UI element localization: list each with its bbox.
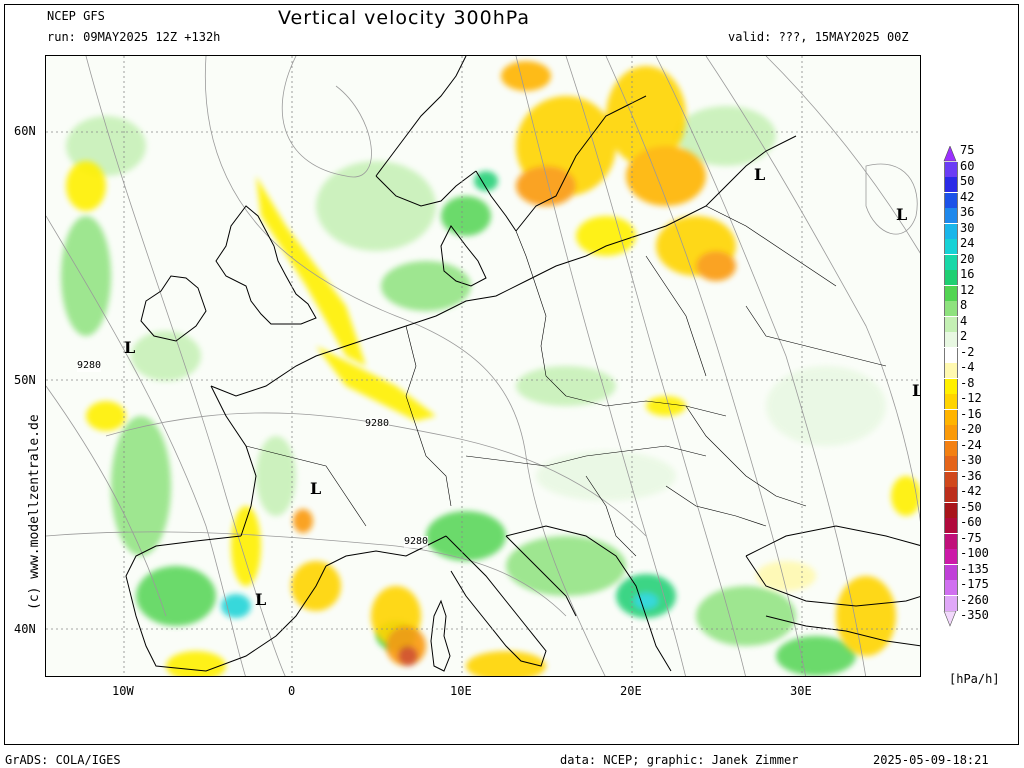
colorbar-swatch — [944, 394, 958, 409]
colorbar-label: -20 — [960, 422, 982, 436]
colorbar-swatch — [944, 239, 958, 254]
low-marker: L — [896, 205, 908, 224]
watermark: (c) www.modellzentrale.de — [27, 414, 42, 610]
colorbar-label: -24 — [960, 437, 982, 452]
colorbar-swatch — [944, 595, 958, 611]
low-marker: L — [255, 590, 267, 609]
colorbar-swatch — [944, 487, 958, 502]
low-marker: L — [754, 165, 766, 184]
colorbar-swatch — [944, 471, 958, 487]
lat-label-60n: 60N — [14, 124, 36, 138]
colorbar-label: 42 — [960, 189, 975, 204]
graticule — [46, 56, 920, 676]
footer-timestamp: 2025-05-09-18:21 — [873, 753, 989, 767]
colorbar-swatch — [944, 208, 958, 223]
low-marker: L — [124, 338, 136, 357]
colorbar-swatch — [944, 254, 958, 270]
colorbar-unit: [hPa/h] — [949, 672, 1000, 686]
colorbar-swatch — [944, 270, 958, 285]
colorbar-swatch — [944, 223, 958, 239]
colorbar-label: 75 — [960, 143, 975, 157]
colorbar-swatch — [944, 564, 958, 580]
weather-map: L L L L L L 9280 9280 9280 — [45, 55, 921, 677]
colorbar-label: 8 — [960, 298, 968, 312]
colorbar-label: 30 — [960, 220, 975, 235]
colorbar-label: -175 — [960, 577, 989, 591]
colorbar-label: -135 — [960, 561, 989, 576]
colorbar-label: -12 — [960, 391, 982, 405]
lon-label-20e: 20E — [620, 684, 642, 698]
colorbar-swatch — [944, 533, 958, 549]
colorbar-label: -8 — [960, 375, 975, 390]
low-marker: L — [912, 382, 920, 400]
colorbar-swatch — [944, 285, 958, 301]
footer-software: GrADS: COLA/IGES — [5, 753, 121, 767]
colorbar-swatch — [944, 301, 958, 316]
colorbar-swatch — [944, 549, 958, 564]
colorbar-label: 20 — [960, 251, 975, 266]
colorbar-label: -42 — [960, 484, 982, 498]
colorbar-label: 16 — [960, 267, 975, 281]
lat-label-40n: 40N — [14, 622, 36, 636]
contour-label: 9280 — [77, 360, 102, 372]
colorbar-swatch — [944, 518, 958, 533]
lon-label-30e: 30E — [790, 684, 812, 698]
descent-areas — [66, 61, 920, 676]
chart-title: Vertical velocity 300hPa — [278, 7, 531, 29]
valid-time: valid: ???, 15MAY2025 00Z — [728, 30, 909, 44]
footer-credit: data: NCEP; graphic: Janek Zimmer — [560, 753, 799, 767]
colorbar-label: -260 — [960, 592, 989, 607]
colorbar-swatch — [944, 177, 958, 192]
colorbar-swatch — [944, 409, 958, 425]
colorbar-swatch — [944, 161, 958, 177]
colorbar-label: 36 — [960, 205, 975, 219]
plot-frame — [4, 4, 1019, 745]
colorbar-swatch — [944, 378, 958, 394]
colorbar-label: 60 — [960, 158, 975, 173]
colorbar-label: 2 — [960, 329, 968, 343]
colorbar-label: -30 — [960, 453, 982, 467]
colorbar-swatch — [944, 347, 958, 363]
ascent-areas — [61, 106, 886, 676]
colorbar-swatch — [944, 502, 958, 518]
colorbar-swatch — [944, 363, 958, 378]
contour-label: 9280 — [365, 418, 390, 430]
coastlines — [125, 56, 920, 672]
colorbar-swatch — [944, 440, 958, 456]
lon-label-10w: 10W — [112, 684, 134, 698]
colorbar-swatch — [944, 580, 958, 595]
colorbar-label: 12 — [960, 282, 975, 297]
map-field — [46, 56, 920, 676]
model-name: NCEP GFS — [47, 9, 105, 23]
colorbar-swatch — [944, 316, 958, 332]
colorbar-label: -60 — [960, 515, 982, 529]
low-marker: L — [310, 479, 322, 498]
colorbar-label: -16 — [960, 406, 982, 421]
colorbar-swatch — [943, 611, 957, 627]
colorbar-swatch — [944, 456, 958, 471]
colorbar-swatch — [944, 192, 958, 208]
country-borders — [245, 205, 887, 557]
colorbar-label: -50 — [960, 499, 982, 514]
colorbar-label: 4 — [960, 313, 968, 328]
colorbar-label: -36 — [960, 468, 982, 483]
lon-label-10e: 10E — [450, 684, 472, 698]
lon-label-0: 0 — [288, 684, 296, 698]
colorbar-label: -75 — [960, 530, 982, 545]
contour-label: 9280 — [404, 536, 429, 548]
colorbar-label: 50 — [960, 174, 975, 188]
colorbar-swatch — [943, 146, 957, 162]
colorbar-swatch — [944, 425, 958, 440]
colorbar-label: -2 — [960, 344, 975, 359]
colorbar-label: -100 — [960, 546, 989, 560]
colorbar-label: 24 — [960, 236, 975, 250]
run-info: run: 09MAY2025 12Z +132h — [47, 30, 221, 44]
colorbar-swatch — [944, 332, 958, 347]
colorbar-label: -4 — [960, 360, 975, 374]
lat-label-50n: 50N — [14, 373, 36, 387]
colorbar-label: -350 — [960, 608, 989, 622]
